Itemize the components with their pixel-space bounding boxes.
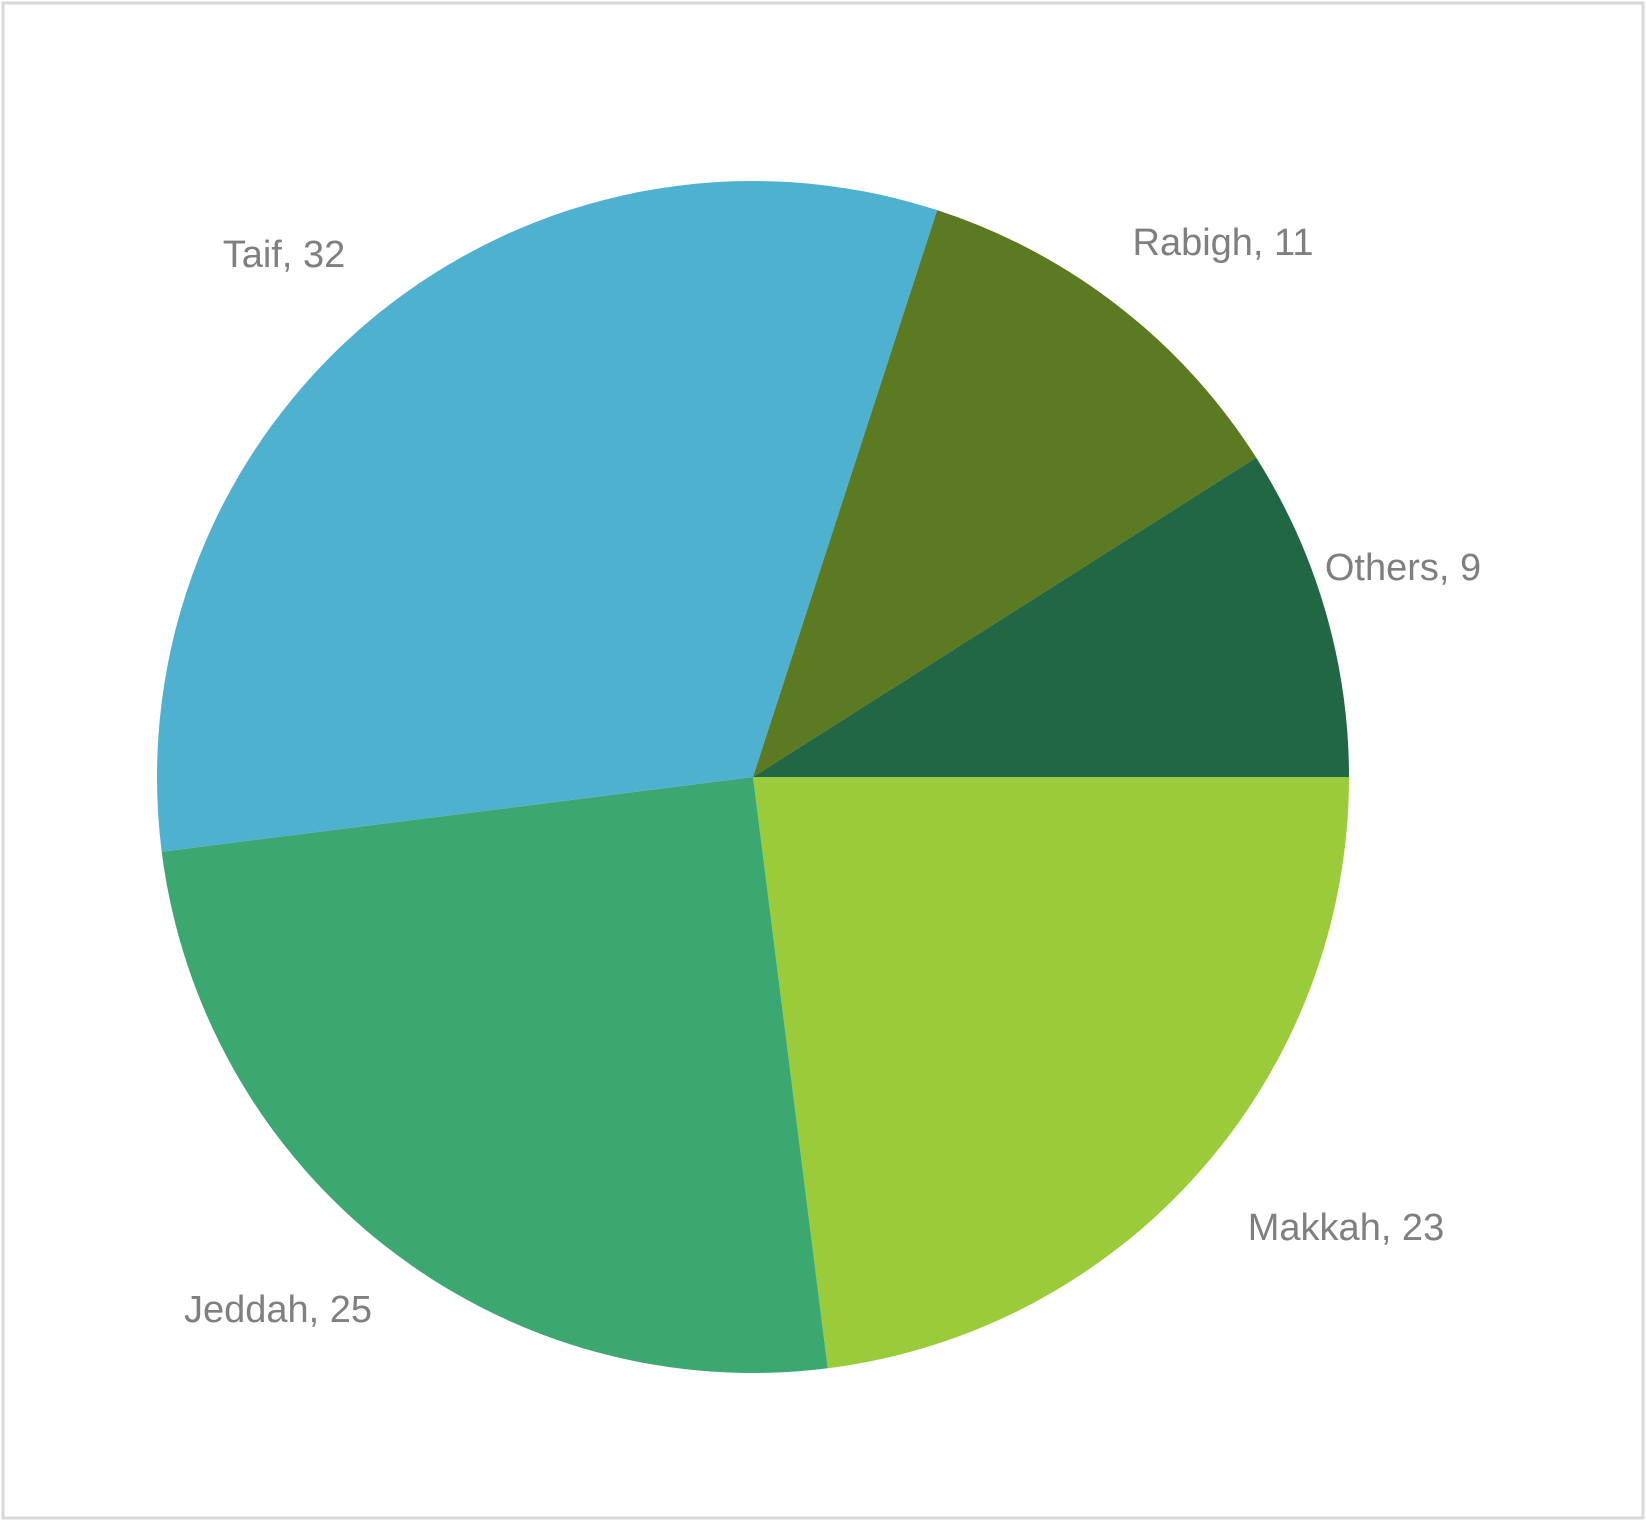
data-label: Taif, 32: [223, 234, 346, 276]
pie-slice: Taif: [156, 181, 938, 852]
pie-slice: Makkah: [753, 777, 1349, 1369]
pie-slice: Rabigh: [753, 210, 1257, 778]
pie-slice: Others: [753, 457, 1349, 777]
data-label: Others, 9: [1325, 547, 1481, 589]
data-label: Jeddah, 25: [184, 1289, 372, 1331]
data-label: Rabigh, 11: [1133, 222, 1314, 264]
pie-slice: Jeddah: [161, 777, 828, 1374]
data-label: Makkah, 23: [1248, 1207, 1444, 1249]
